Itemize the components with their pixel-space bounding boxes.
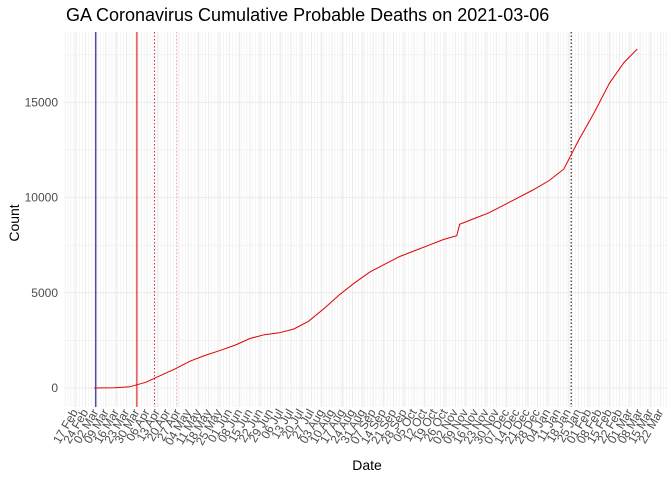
y-tick-label: 15000 <box>25 95 59 109</box>
grid <box>64 32 668 407</box>
y-tick-label: 0 <box>51 381 58 395</box>
series-line <box>94 48 638 389</box>
x-axis-title: Date <box>352 457 382 473</box>
y-axis-title: Count <box>6 204 22 241</box>
y-axis-ticks: 0 5000 10000 15000 <box>25 95 59 395</box>
y-tick-label: 10000 <box>25 191 59 205</box>
y-tick-label: 5000 <box>31 286 58 300</box>
reference-lines <box>95 32 572 407</box>
chart-title: GA Coronavirus Cumulative Probable Death… <box>66 5 550 25</box>
series-layer <box>94 48 638 389</box>
